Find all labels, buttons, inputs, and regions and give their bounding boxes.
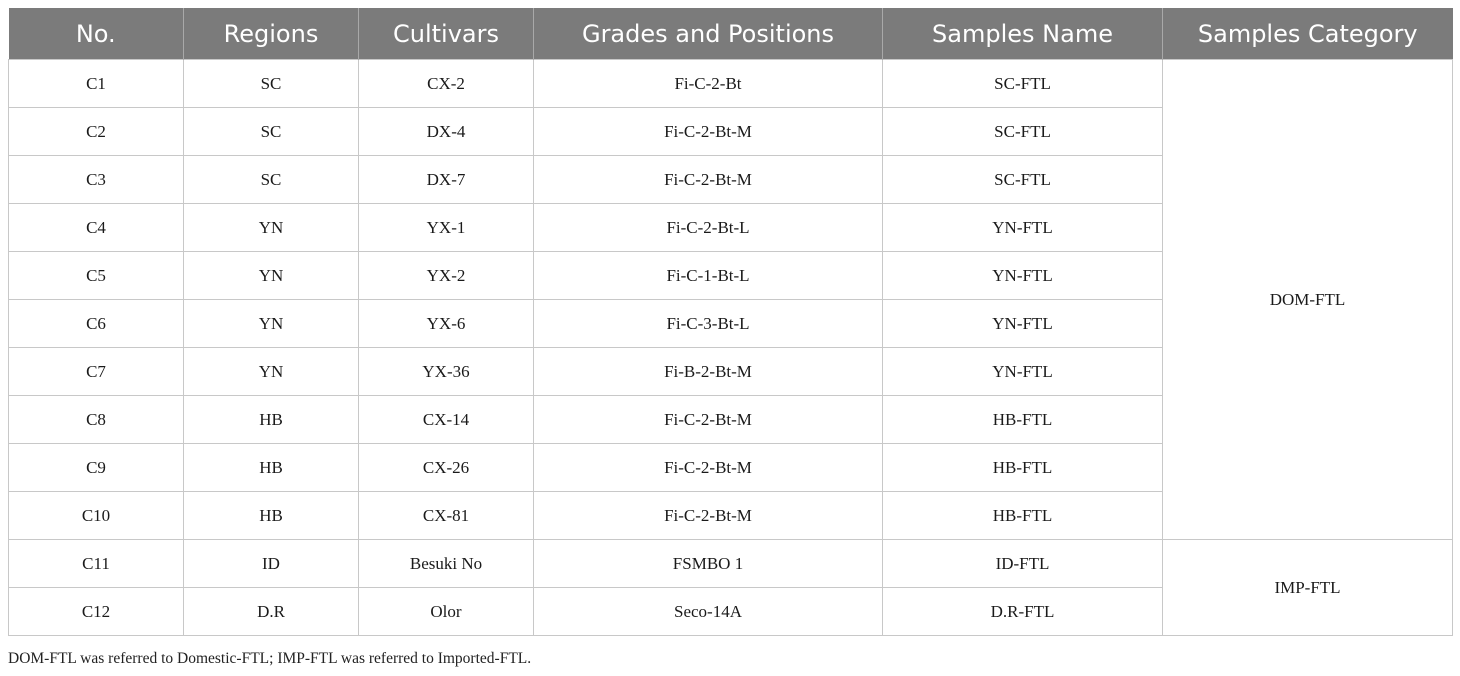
- header-row: No. Regions Cultivars Grades and Positions S…: [8, 8, 1453, 60]
- cell-no: C3: [8, 155, 184, 204]
- cell-no: C5: [8, 251, 184, 300]
- cell-cultivar: YX-2: [358, 251, 534, 300]
- cell-grade: Fi-C-2-Bt-M: [533, 443, 883, 492]
- cell-grade: Fi-C-2-Bt-M: [533, 491, 883, 540]
- table-row: C2 SC DX-4 Fi-C-2-Bt-M SC-FTL: [8, 107, 1453, 156]
- cell-grade: Seco-14A: [533, 587, 883, 636]
- cell-sample-category: IMP-FTL: [1162, 539, 1453, 636]
- samples-table-container: No. Regions Cultivars Grades and Positions S…: [8, 8, 1453, 636]
- column-header: Samples Category: [1162, 8, 1453, 60]
- cell-region: YN: [183, 251, 359, 300]
- table-body: C1 SC CX-2 Fi-C-2-Bt SC-FTL DOM-FTL C2 SC DX-4 Fi…: [8, 59, 1453, 636]
- cell-region: SC: [183, 107, 359, 156]
- cell-cultivar: CX-14: [358, 395, 534, 444]
- table-row: C6 YN YX-6 Fi-C-3-Bt-L YN-FTL: [8, 299, 1453, 348]
- cell-grade: Fi-C-2-Bt-M: [533, 395, 883, 444]
- cell-cultivar: YX-1: [358, 203, 534, 252]
- table-row: C3 SC DX-7 Fi-C-2-Bt-M SC-FTL: [8, 155, 1453, 204]
- table-row: C10 HB CX-81 Fi-C-2-Bt-M HB-FTL: [8, 491, 1453, 540]
- cell-region: HB: [183, 491, 359, 540]
- cell-no: C6: [8, 299, 184, 348]
- cell-grade: Fi-C-3-Bt-L: [533, 299, 883, 348]
- cell-no: C1: [8, 59, 184, 108]
- cell-cultivar: CX-26: [358, 443, 534, 492]
- cell-cultivar: Besuki No: [358, 539, 534, 588]
- cell-no: C11: [8, 539, 184, 588]
- table-row: C4 YN YX-1 Fi-C-2-Bt-L YN-FTL: [8, 203, 1453, 252]
- cell-sample-name: YN-FTL: [882, 299, 1163, 348]
- cell-region: YN: [183, 203, 359, 252]
- samples-table: No. Regions Cultivars Grades and Positions S…: [8, 8, 1453, 636]
- column-header: Cultivars: [358, 8, 534, 60]
- cell-grade: Fi-C-2-Bt-M: [533, 107, 883, 156]
- table-footnote: DOM-FTL was referred to Domestic-FTL; IM…: [8, 650, 532, 667]
- table-row: C11 ID Besuki No FSMBO 1 ID-FTL IMP-FTL: [8, 539, 1453, 636]
- cell-grade: FSMBO 1: [533, 539, 883, 588]
- table-row: C1 SC CX-2 Fi-C-2-Bt SC-FTL DOM-FTL: [8, 59, 1453, 540]
- cell-sample-name: SC-FTL: [882, 107, 1163, 156]
- cell-cultivar: YX-6: [358, 299, 534, 348]
- cell-no: C10: [8, 491, 184, 540]
- cell-region: ID: [183, 539, 359, 588]
- cell-region: D.R: [183, 587, 359, 636]
- table-row: C12 D.R Olor Seco-14A D.R-FTL: [8, 587, 1453, 636]
- cell-grade: Fi-C-2-Bt-M: [533, 155, 883, 204]
- cell-region: YN: [183, 347, 359, 396]
- table-row: C5 YN YX-2 Fi-C-1-Bt-L YN-FTL: [8, 251, 1453, 300]
- cell-no: C9: [8, 443, 184, 492]
- cell-sample-name: HB-FTL: [882, 491, 1163, 540]
- cell-sample-name: ID-FTL: [882, 539, 1163, 588]
- cell-region: SC: [183, 59, 359, 108]
- cell-sample-name: HB-FTL: [882, 395, 1163, 444]
- table-header: No. Regions Cultivars Grades and Positions S…: [8, 8, 1453, 60]
- cell-sample-category: DOM-FTL: [1162, 59, 1453, 540]
- cell-no: C4: [8, 203, 184, 252]
- cell-no: C7: [8, 347, 184, 396]
- cell-grade: Fi-C-2-Bt: [533, 59, 883, 108]
- cell-region: HB: [183, 443, 359, 492]
- cell-no: C8: [8, 395, 184, 444]
- cell-cultivar: CX-81: [358, 491, 534, 540]
- cell-sample-name: D.R-FTL: [882, 587, 1163, 636]
- column-header: No.: [8, 8, 184, 60]
- cell-sample-name: SC-FTL: [882, 59, 1163, 108]
- cell-no: C12: [8, 587, 184, 636]
- table-row: C7 YN YX-36 Fi-B-2-Bt-M YN-FTL: [8, 347, 1453, 396]
- column-header: Regions: [183, 8, 359, 60]
- cell-sample-name: HB-FTL: [882, 443, 1163, 492]
- cell-grade: Fi-B-2-Bt-M: [533, 347, 883, 396]
- table-row: C9 HB CX-26 Fi-C-2-Bt-M HB-FTL: [8, 443, 1453, 492]
- cell-sample-name: YN-FTL: [882, 203, 1163, 252]
- cell-cultivar: DX-4: [358, 107, 534, 156]
- cell-cultivar: YX-36: [358, 347, 534, 396]
- cell-cultivar: DX-7: [358, 155, 534, 204]
- cell-cultivar: Olor: [358, 587, 534, 636]
- cell-sample-name: YN-FTL: [882, 347, 1163, 396]
- cell-no: C2: [8, 107, 184, 156]
- cell-sample-name: SC-FTL: [882, 155, 1163, 204]
- cell-sample-name: YN-FTL: [882, 251, 1163, 300]
- cell-grade: Fi-C-1-Bt-L: [533, 251, 883, 300]
- cell-region: YN: [183, 299, 359, 348]
- cell-region: SC: [183, 155, 359, 204]
- cell-region: HB: [183, 395, 359, 444]
- cell-cultivar: CX-2: [358, 59, 534, 108]
- cell-grade: Fi-C-2-Bt-L: [533, 203, 883, 252]
- column-header: Samples Name: [882, 8, 1163, 60]
- column-header: Grades and Positions: [533, 8, 883, 60]
